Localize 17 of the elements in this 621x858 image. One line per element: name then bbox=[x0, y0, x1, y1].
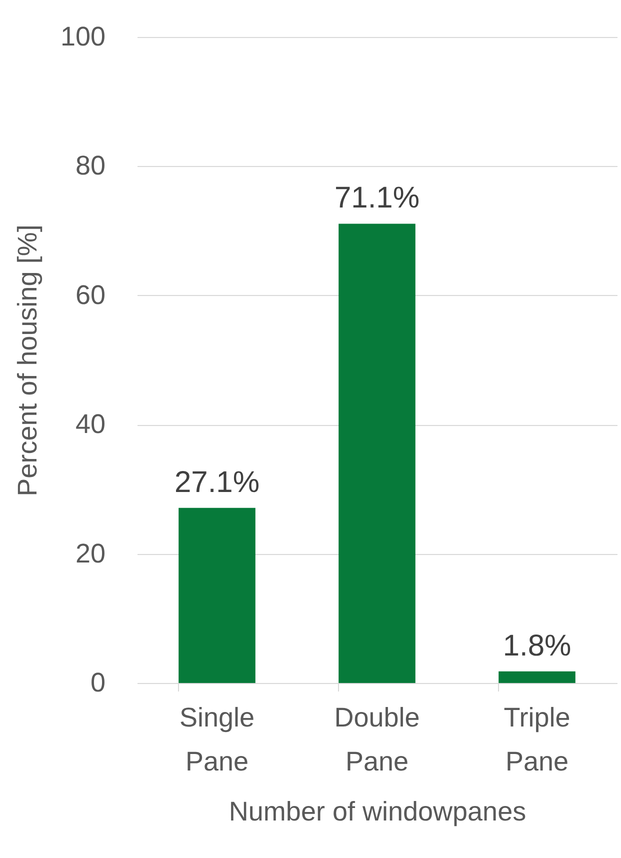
y-tick-label: 60 bbox=[75, 280, 106, 310]
x-tick-label: Single Pane bbox=[179, 702, 255, 776]
y-tick-label: 0 bbox=[90, 668, 106, 698]
y-axis-title: Percent of housing [%] bbox=[12, 224, 42, 496]
data-label: 1.8% bbox=[502, 629, 572, 662]
bar bbox=[498, 671, 576, 683]
x-tick-label: Triple Pane bbox=[504, 702, 570, 776]
bar bbox=[338, 224, 416, 683]
bar bbox=[178, 508, 256, 683]
y-tick-label: 100 bbox=[60, 22, 106, 52]
x-axis-title: Number of windowpanes bbox=[228, 796, 526, 826]
y-tick-label: 20 bbox=[75, 538, 106, 568]
data-label: 27.1% bbox=[174, 466, 260, 499]
x-tick-label: Double Pane bbox=[334, 702, 420, 776]
y-tick-label: 80 bbox=[75, 150, 106, 181]
y-tick-label: 40 bbox=[75, 409, 106, 440]
data-label: 71.1% bbox=[334, 182, 420, 215]
